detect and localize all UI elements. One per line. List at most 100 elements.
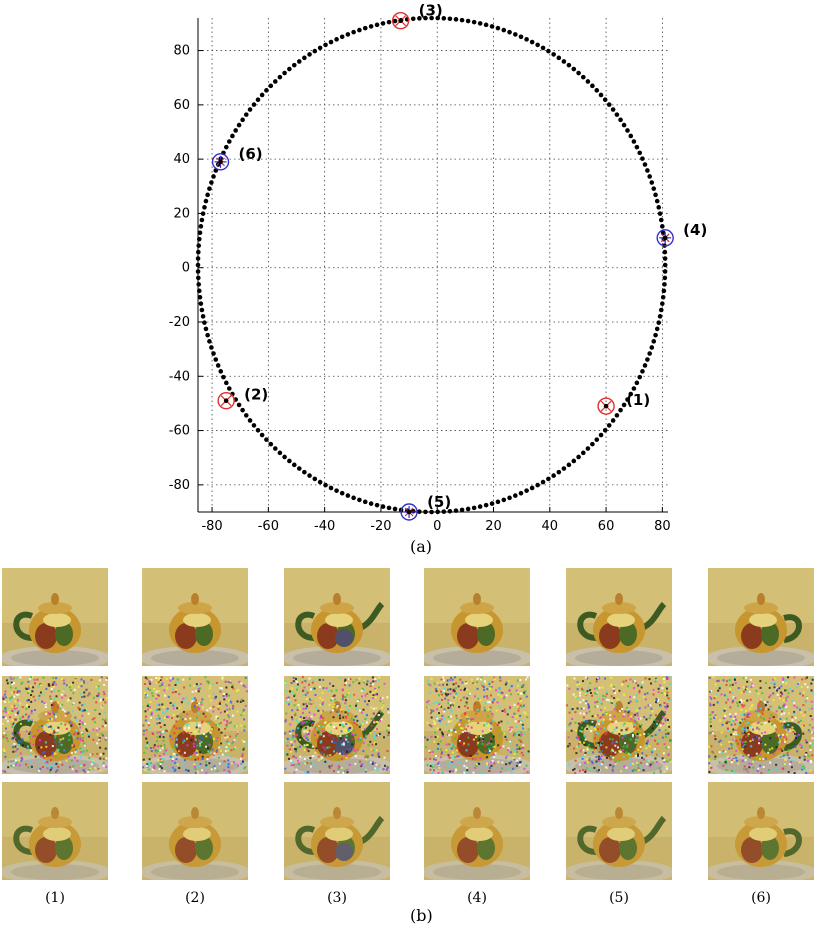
trajectory-point bbox=[483, 502, 489, 508]
trajectory-point bbox=[561, 466, 567, 471]
trajectory-point bbox=[380, 21, 386, 26]
trajectory-point bbox=[302, 469, 307, 475]
trajectory-point bbox=[640, 369, 645, 374]
trajectory-point bbox=[307, 52, 312, 57]
trajectory-point bbox=[606, 102, 612, 107]
trajectory-point bbox=[447, 16, 453, 22]
trajectory-point bbox=[215, 363, 221, 368]
trajectory-point bbox=[247, 107, 253, 112]
trajectory-point bbox=[429, 509, 434, 515]
trajectory-point bbox=[435, 509, 441, 515]
trajectory-point bbox=[662, 262, 668, 268]
trajectory-point bbox=[551, 473, 556, 478]
trajectory-point bbox=[272, 79, 278, 84]
teapot-image-noisy bbox=[142, 676, 248, 774]
teapot-image-clean bbox=[142, 568, 248, 666]
trajectory-point bbox=[203, 198, 209, 204]
trajectory-point bbox=[556, 469, 562, 475]
trajectory-point bbox=[658, 217, 664, 223]
trajectory-point bbox=[233, 128, 238, 133]
trajectory-point bbox=[649, 345, 655, 350]
y-tick-label: 0 bbox=[182, 261, 190, 276]
trajectory-point bbox=[634, 144, 640, 150]
y-tick-label: -60 bbox=[169, 424, 190, 439]
trajectory-point bbox=[651, 186, 657, 191]
view-marker-ring bbox=[217, 392, 235, 410]
y-tick-label: 20 bbox=[173, 206, 190, 221]
trajectory-point bbox=[368, 24, 374, 29]
teapot-picture bbox=[424, 568, 530, 666]
teapot-picture bbox=[142, 782, 248, 880]
trajectory-point bbox=[657, 314, 663, 319]
trajectory-point bbox=[495, 25, 501, 31]
y-tick-label: -20 bbox=[169, 315, 190, 330]
trajectory-point bbox=[196, 288, 202, 294]
trajectory-point bbox=[657, 211, 663, 216]
trajectory-point bbox=[312, 476, 318, 482]
trajectory-point bbox=[518, 34, 524, 40]
trajectory-point bbox=[207, 339, 212, 344]
trajectory-point bbox=[645, 357, 650, 362]
teapot-picture bbox=[424, 676, 530, 774]
trajectory-point bbox=[202, 320, 207, 325]
trajectory-point bbox=[513, 32, 518, 37]
trajectory-point bbox=[198, 301, 204, 306]
trajectory-point bbox=[566, 462, 572, 468]
trajectory-point bbox=[196, 236, 202, 242]
trajectory-point bbox=[610, 107, 616, 112]
trajectory-point bbox=[576, 454, 581, 460]
trajectory-point bbox=[634, 380, 640, 386]
trajectory-point bbox=[546, 48, 551, 54]
teapot-image-clean bbox=[424, 568, 530, 666]
trajectory-point bbox=[540, 45, 546, 51]
trajectory-point bbox=[459, 17, 465, 23]
teapot-image-recovered bbox=[2, 782, 108, 880]
teapot-picture bbox=[708, 676, 814, 774]
image-column-label: (6) bbox=[751, 890, 771, 906]
trajectory-point bbox=[524, 37, 529, 42]
trajectory-point bbox=[268, 83, 274, 89]
x-tick-label: 60 bbox=[598, 519, 615, 534]
trajectory-point bbox=[380, 504, 386, 509]
teapot-picture bbox=[566, 568, 672, 666]
trajectory-point bbox=[465, 18, 471, 24]
teapot-picture bbox=[566, 782, 672, 880]
trajectory-point bbox=[207, 186, 212, 191]
image-column-label: (3) bbox=[327, 890, 347, 906]
trajectory-point bbox=[621, 402, 627, 408]
teapot-picture bbox=[2, 676, 108, 774]
trajectory-point bbox=[606, 423, 612, 428]
trajectory-point bbox=[590, 441, 595, 447]
trajectory-point bbox=[423, 15, 428, 21]
trajectory-point bbox=[226, 386, 232, 391]
trajectory-point bbox=[224, 144, 229, 150]
trajectory-point bbox=[202, 205, 207, 210]
trajectory-point bbox=[392, 506, 398, 512]
trajectory-point bbox=[410, 16, 416, 22]
trajectory-point bbox=[576, 70, 581, 76]
trajectory-point bbox=[323, 482, 328, 488]
trajectory-point bbox=[200, 314, 206, 319]
y-tick-label: -40 bbox=[169, 369, 190, 384]
trajectory-point bbox=[614, 112, 620, 117]
trajectory-point bbox=[226, 139, 232, 144]
trajectory-point bbox=[328, 485, 334, 491]
trajectory-point bbox=[312, 48, 318, 54]
trajectory-point bbox=[339, 34, 345, 40]
trajectory-point bbox=[594, 437, 600, 442]
trajectory-point bbox=[640, 156, 645, 161]
image-column-label: (5) bbox=[609, 890, 629, 906]
trajectory-point bbox=[196, 243, 202, 248]
x-tick-label: 20 bbox=[485, 519, 502, 534]
trajectory-point bbox=[255, 97, 261, 103]
trajectory-point bbox=[654, 198, 660, 204]
trajectory-point bbox=[317, 45, 323, 51]
y-tick-label: 80 bbox=[173, 44, 190, 59]
view-marker-label: (5) bbox=[427, 493, 451, 511]
trajectory-point bbox=[435, 15, 441, 21]
teapot-image-recovered bbox=[708, 782, 814, 880]
x-tick-label: 0 bbox=[433, 519, 441, 534]
trajectory-point bbox=[660, 224, 665, 229]
teapot-picture bbox=[284, 568, 390, 666]
view-marker: (1) bbox=[597, 391, 650, 415]
